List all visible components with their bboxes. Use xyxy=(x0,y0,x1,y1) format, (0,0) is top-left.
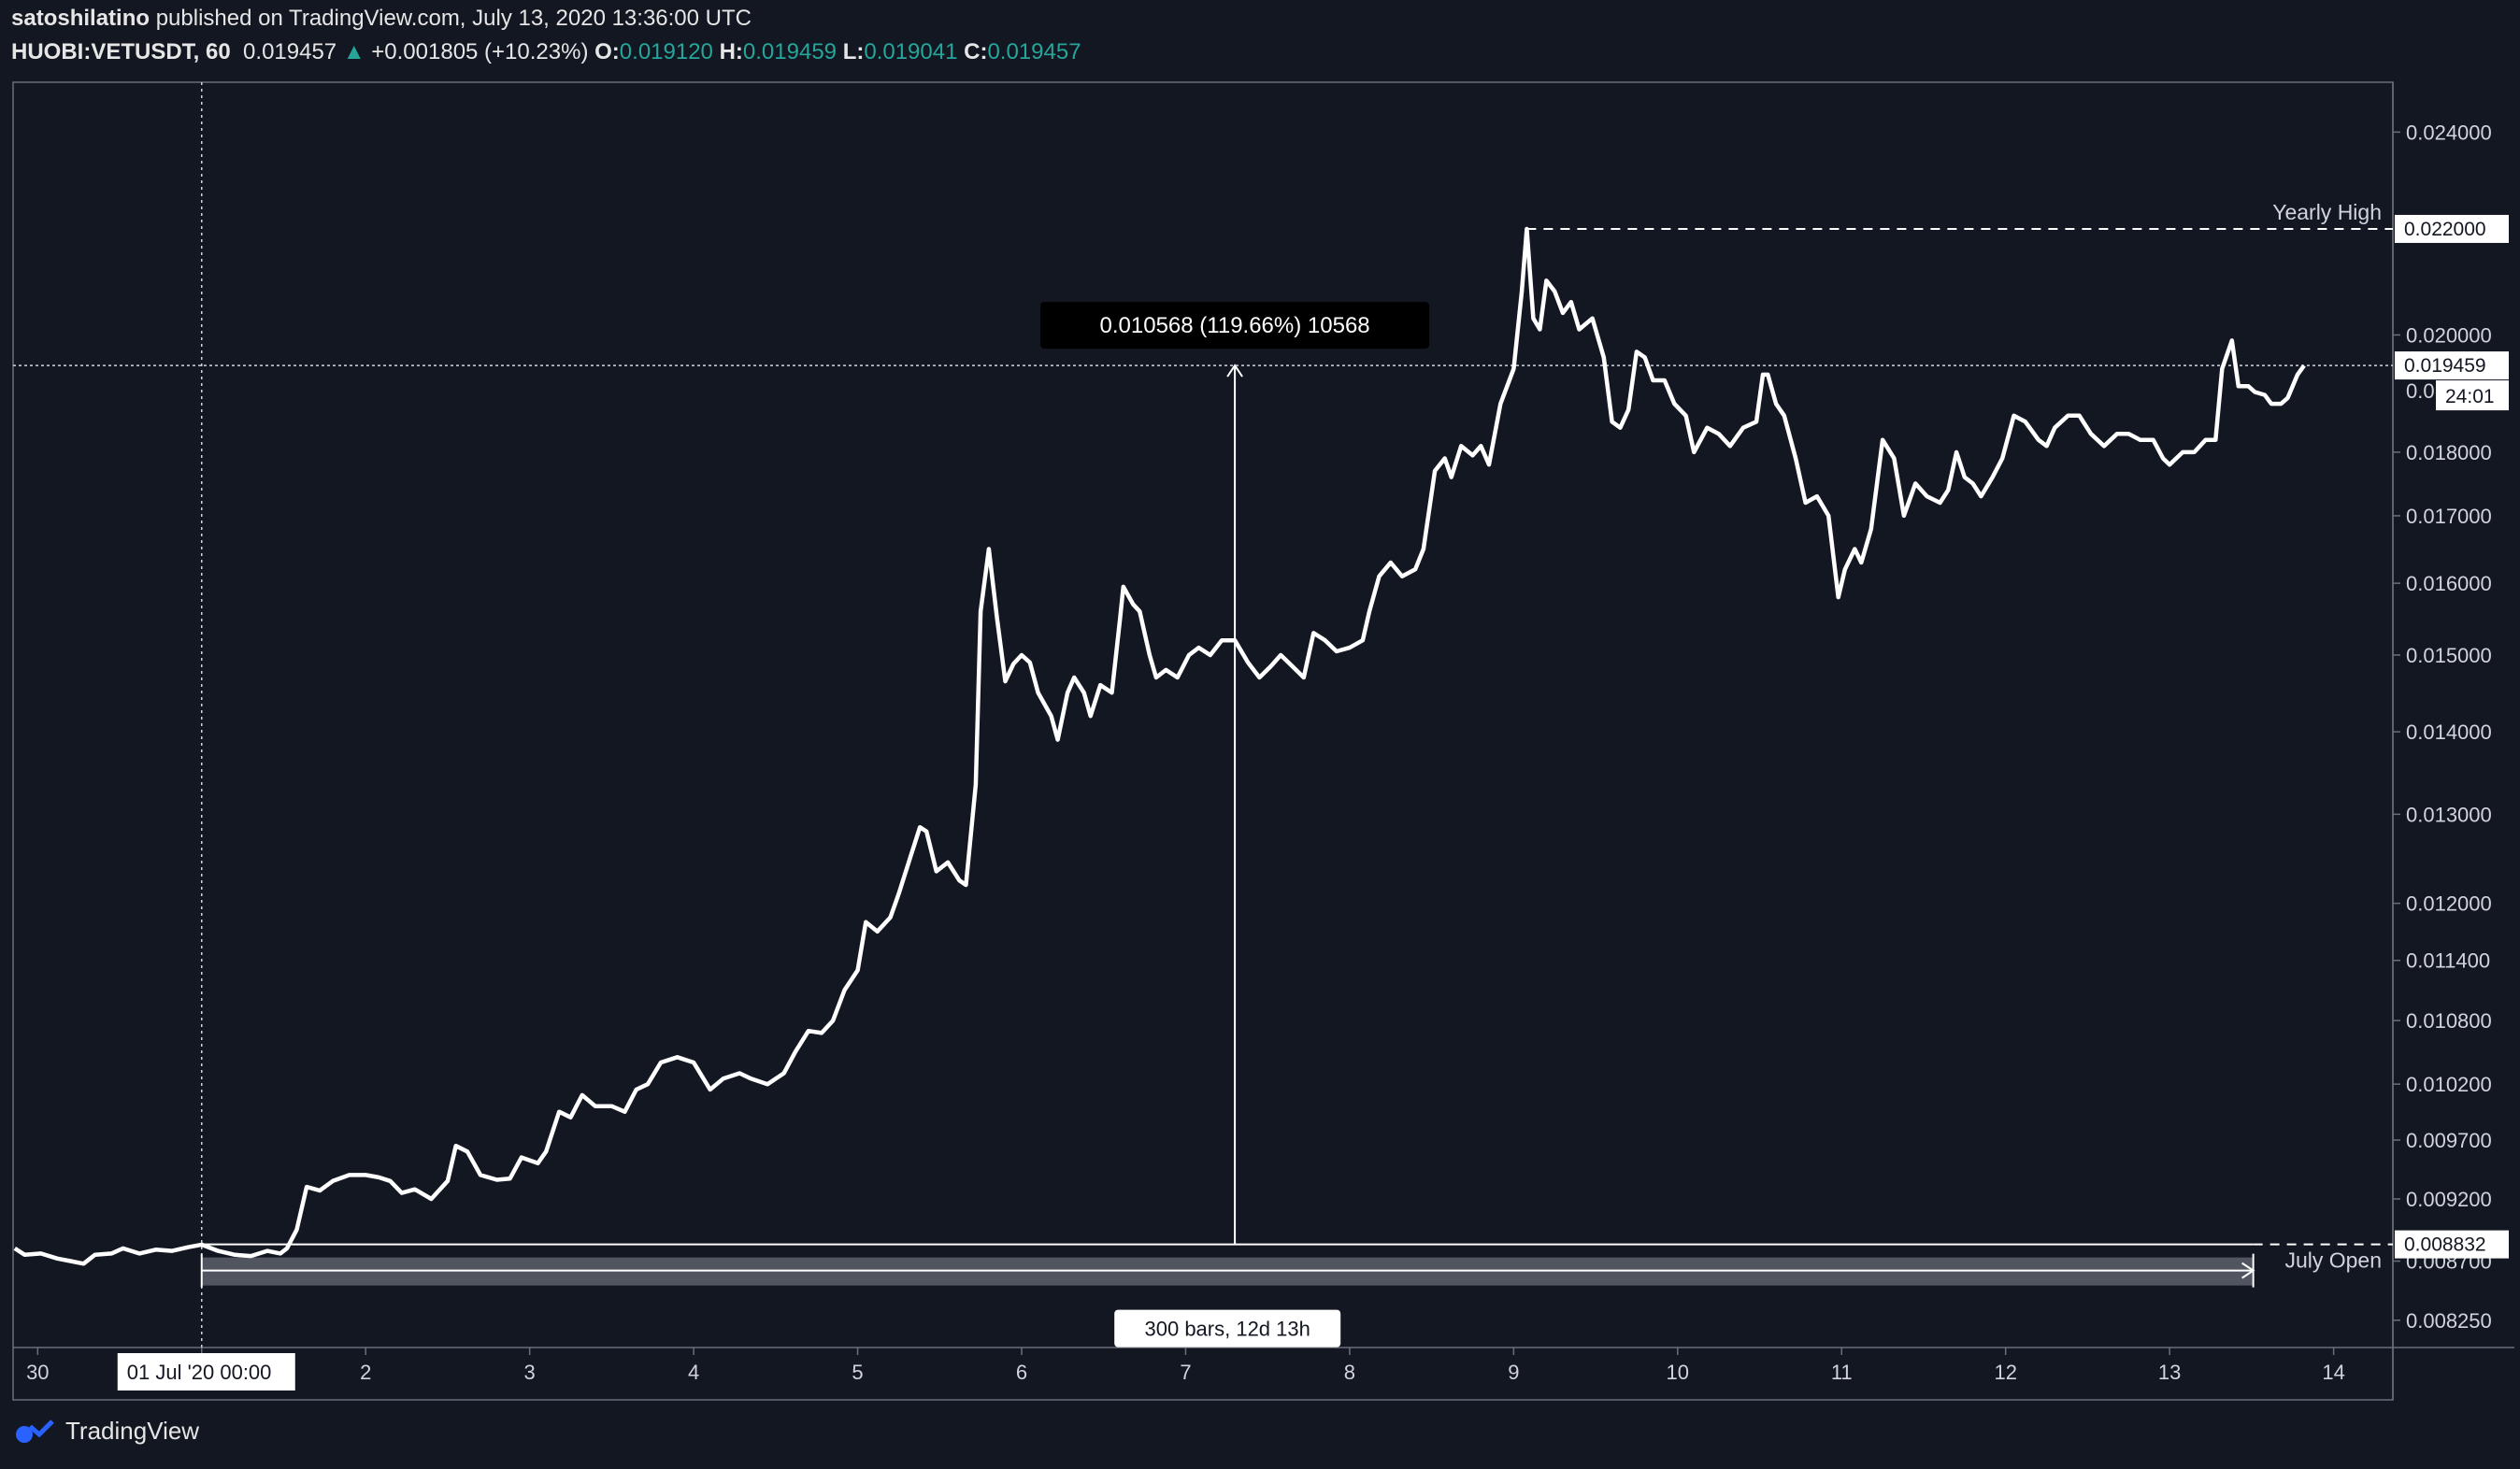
publish-info: satoshilatino published on TradingView.c… xyxy=(11,6,752,32)
measure-arrow-icon xyxy=(1226,364,1243,378)
x-tick-label: 10 xyxy=(1667,1361,1689,1384)
y-tick-label: 0.015000 xyxy=(2406,644,2492,667)
x-tick-label: 3 xyxy=(524,1361,536,1384)
low-label: L: xyxy=(842,39,865,64)
y-tick-label: 0.008250 xyxy=(2406,1309,2492,1333)
x-tick-label: 13 xyxy=(2158,1361,2181,1384)
x-tick-label: 6 xyxy=(1016,1361,1027,1384)
up-arrow-icon: ▲ xyxy=(342,39,365,64)
crosshair-date-badge xyxy=(117,1353,295,1391)
price-series-line xyxy=(13,226,2306,1266)
x-tick-label: 9 xyxy=(1508,1361,1519,1384)
yearly-high-price-badge-box xyxy=(2395,214,2509,243)
y-tick-label: 0.013000 xyxy=(2406,803,2492,826)
x-tick-label: 12 xyxy=(1994,1361,2016,1384)
high-label: H: xyxy=(719,39,743,64)
y-tick-label: 0.009700 xyxy=(2406,1129,2492,1152)
y-tick-label: 0.016000 xyxy=(2406,572,2492,595)
x-tick-label: 7 xyxy=(1180,1361,1191,1384)
ohlc-legend: HUOBI:VETUSDT, 60 0.019457 ▲ +0.001805 (… xyxy=(11,39,1081,65)
y-tick-label: 0.024000 xyxy=(2406,121,2492,144)
y-tick-label: 0.012000 xyxy=(2406,892,2492,916)
x-tick-label: 8 xyxy=(1344,1361,1355,1384)
last-price-badge-box xyxy=(2395,351,2509,380)
high-value: 0.019459 xyxy=(742,39,838,64)
open-label: O: xyxy=(594,39,620,64)
low-value: 0.019041 xyxy=(864,39,958,64)
symbol-label: HUOBI:VETUSDT, 60 xyxy=(11,39,231,64)
y-tick-label: 0.014000 xyxy=(2406,720,2492,744)
close-value: 0.019457 xyxy=(987,39,1081,64)
range-label-box xyxy=(1114,1309,1341,1348)
y-tick-label: 0.009200 xyxy=(2406,1188,2492,1211)
tradingview-logo-icon xyxy=(16,1419,54,1443)
tradingview-brand[interactable]: TradingView xyxy=(15,1417,199,1446)
july-open-label: July Open xyxy=(2284,1248,2382,1273)
published-text: published on TradingView.com, July 13, 2… xyxy=(155,6,752,31)
measure-label: 0.010568 (119.66%) 10568 xyxy=(1100,313,1370,338)
open-value: 0.019120 xyxy=(619,39,713,64)
y-tick-label: 0.018000 xyxy=(2406,441,2492,464)
last-price: 0.019457 xyxy=(243,39,337,64)
brand-name: TradingView xyxy=(65,1417,200,1445)
range-label: 300 bars, 12d 13h xyxy=(1145,1318,1310,1341)
july-open-price-badge: 0.008832 xyxy=(2404,1234,2486,1256)
july-open-price-badge-box xyxy=(2395,1230,2509,1259)
y-tick-label: 0.010200 xyxy=(2406,1073,2492,1096)
hidden-tick-label: 0.0 xyxy=(2406,379,2435,403)
y-tick-label: 0.010800 xyxy=(2406,1009,2492,1033)
y-tick-label: 0.017000 xyxy=(2406,505,2492,528)
x-tick-label: 2 xyxy=(360,1361,371,1384)
x-tick-label: 01 Jul '20 00:00 xyxy=(127,1361,272,1384)
measure-label-box xyxy=(1040,302,1430,349)
close-label: C: xyxy=(964,39,988,64)
yearly-high-price-badge: 0.022000 xyxy=(2404,219,2486,240)
x-tick-label: 11 xyxy=(1831,1361,1853,1384)
author-name: satoshilatino xyxy=(11,6,150,31)
countdown-label: 24:01 xyxy=(2445,386,2495,407)
last-price-badge: 0.019459 xyxy=(2404,355,2486,377)
y-tick-label: 0.011400 xyxy=(2406,949,2490,973)
x-tick-label: 4 xyxy=(688,1361,699,1384)
yearly-high-label: Yearly High xyxy=(2272,200,2382,224)
y-tick-label: 0.020000 xyxy=(2406,323,2492,347)
x-tick-label: 14 xyxy=(2322,1361,2344,1384)
x-tick-label: 5 xyxy=(852,1361,863,1384)
countdown-box xyxy=(2436,380,2509,411)
chart-frame xyxy=(12,81,2394,1401)
x-tick-label: 30 xyxy=(26,1361,49,1384)
price-change: +0.001805 (+10.23%) xyxy=(371,39,589,64)
